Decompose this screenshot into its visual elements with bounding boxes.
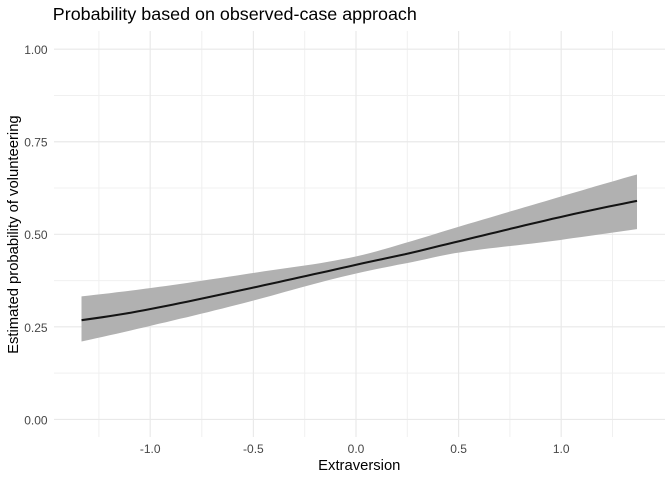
svg-text:-0.5: -0.5 xyxy=(243,442,264,456)
svg-text:0.5: 0.5 xyxy=(450,442,467,456)
svg-text:Estimated probability of volun: Estimated probability of volunteering xyxy=(6,115,22,354)
svg-text:Probability based on observed-: Probability based on observed-case appro… xyxy=(53,4,417,24)
svg-text:0.0: 0.0 xyxy=(348,442,365,456)
svg-text:1.0: 1.0 xyxy=(553,442,570,456)
svg-text:0.00: 0.00 xyxy=(24,413,48,427)
svg-text:0.50: 0.50 xyxy=(24,228,48,242)
svg-text:0.75: 0.75 xyxy=(24,136,48,150)
svg-text:-1.0: -1.0 xyxy=(140,442,161,456)
svg-text:1.00: 1.00 xyxy=(24,43,48,57)
svg-text:0.25: 0.25 xyxy=(24,321,48,335)
svg-text:Extraversion: Extraversion xyxy=(318,458,400,474)
